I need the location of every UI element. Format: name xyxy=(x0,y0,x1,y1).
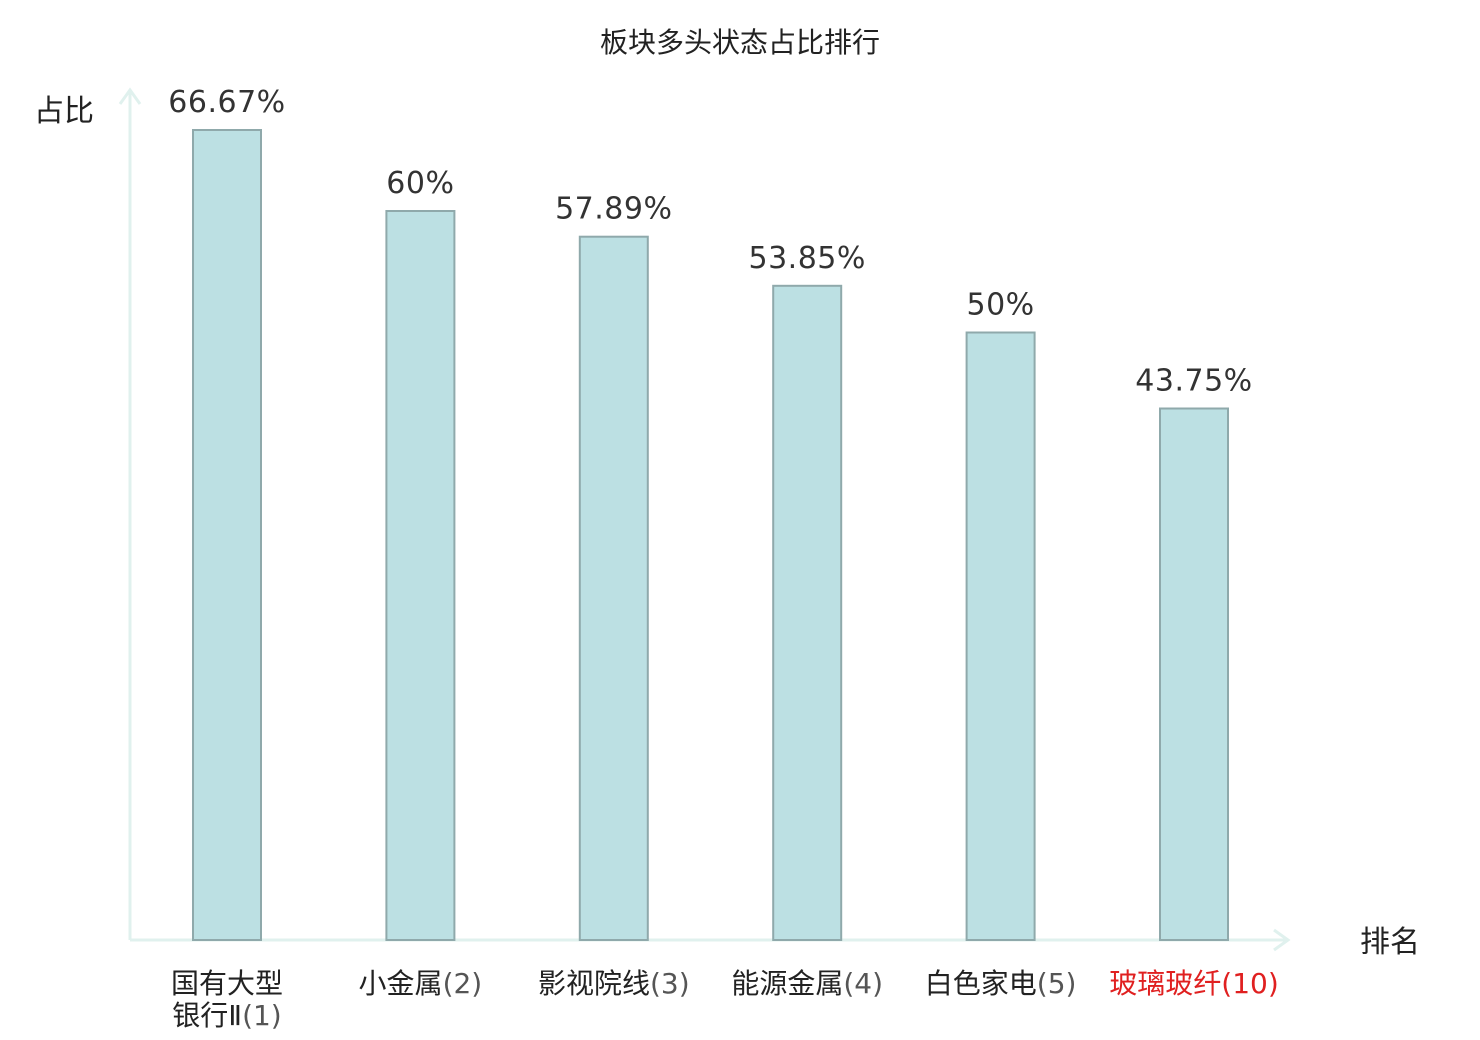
bars-group: 66.67% 国有大型银行Ⅱ(1) 60% 小金属(2) 57.89% 影视院线(3) 53… xyxy=(168,85,1278,1032)
bar-2 xyxy=(385,210,456,941)
value-label-4: 53.85% xyxy=(749,241,866,276)
bar-6 xyxy=(1159,407,1229,941)
value-label-6: 43.75% xyxy=(1135,364,1252,399)
category-label-3: 影视院线(3) xyxy=(538,967,690,1000)
x-axis-arrow xyxy=(1273,928,1291,952)
bar-3 xyxy=(578,235,649,941)
value-label-3: 57.89% xyxy=(555,192,672,227)
chart-title: 板块多头状态占比排行 xyxy=(600,26,880,59)
category-label-4: 能源金属(4) xyxy=(731,967,883,1000)
category-label-2: 小金属(2) xyxy=(359,967,483,1000)
bar-4 xyxy=(772,284,843,941)
value-label-1: 66.67% xyxy=(168,85,285,120)
category-label-6: 玻璃玻纤(10) xyxy=(1109,967,1279,1000)
value-label-2: 60% xyxy=(386,166,454,201)
bar-5 xyxy=(965,331,1036,941)
bar-1 xyxy=(192,129,262,941)
y-axis-arrow xyxy=(118,87,142,105)
category-label-5: 白色家电(5) xyxy=(925,967,1077,1000)
category-label-1: 国有大型银行Ⅱ(1) xyxy=(171,967,283,1032)
y-axis-label: 占比 xyxy=(34,94,94,129)
value-label-5: 50% xyxy=(967,288,1035,323)
x-axis-label: 排名 xyxy=(1360,925,1420,960)
